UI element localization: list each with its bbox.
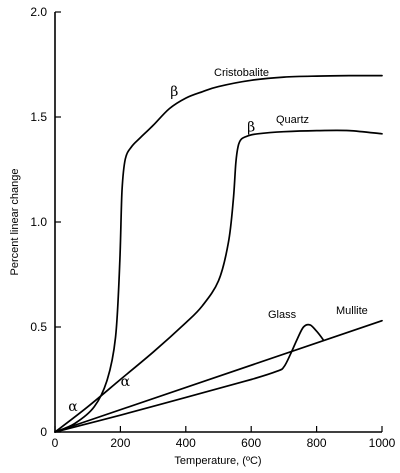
phase-annotation: α xyxy=(121,374,131,390)
y-tick-label: 2.0 xyxy=(30,5,47,19)
phase-annotation: α xyxy=(68,399,78,415)
x-tick-label: 1000 xyxy=(369,436,396,450)
series-label-mullite: Mullite xyxy=(336,305,368,317)
series-labels: Cristobalite Quartz Glass Mullite xyxy=(214,67,368,321)
y-axis-title: Percent linear change xyxy=(9,168,21,275)
series-line-cristobalite xyxy=(54,74,383,433)
x-tick-label: 0 xyxy=(52,436,59,450)
phase-annotation: β xyxy=(170,84,178,100)
series-label-quartz: Quartz xyxy=(276,114,309,126)
y-tick-label: 0 xyxy=(40,425,47,439)
x-tick-label: 400 xyxy=(176,436,196,450)
series-line-quartz xyxy=(54,129,383,433)
series-line-mullite xyxy=(54,319,383,433)
ticks: 0 200 400 600 800 1000 0 0.5 1.0 1.5 2.0 xyxy=(30,5,395,450)
x-axis-title: Temperature, (ºC) xyxy=(174,455,261,467)
phase-annotation: β xyxy=(247,120,255,136)
y-tick-label: 0.5 xyxy=(30,320,47,334)
series-curves xyxy=(54,74,383,433)
x-tick-label: 600 xyxy=(241,436,261,450)
y-tick-label: 1.5 xyxy=(30,110,47,124)
y-tick-label: 1.0 xyxy=(30,215,47,229)
x-tick-label: 800 xyxy=(307,436,327,450)
series-label-glass: Glass xyxy=(268,309,297,321)
series-label-cristobalite: Cristobalite xyxy=(214,67,269,79)
phase-annotations: β β α α xyxy=(68,84,255,415)
x-tick-label: 200 xyxy=(110,436,130,450)
series-line-glass xyxy=(54,323,324,433)
